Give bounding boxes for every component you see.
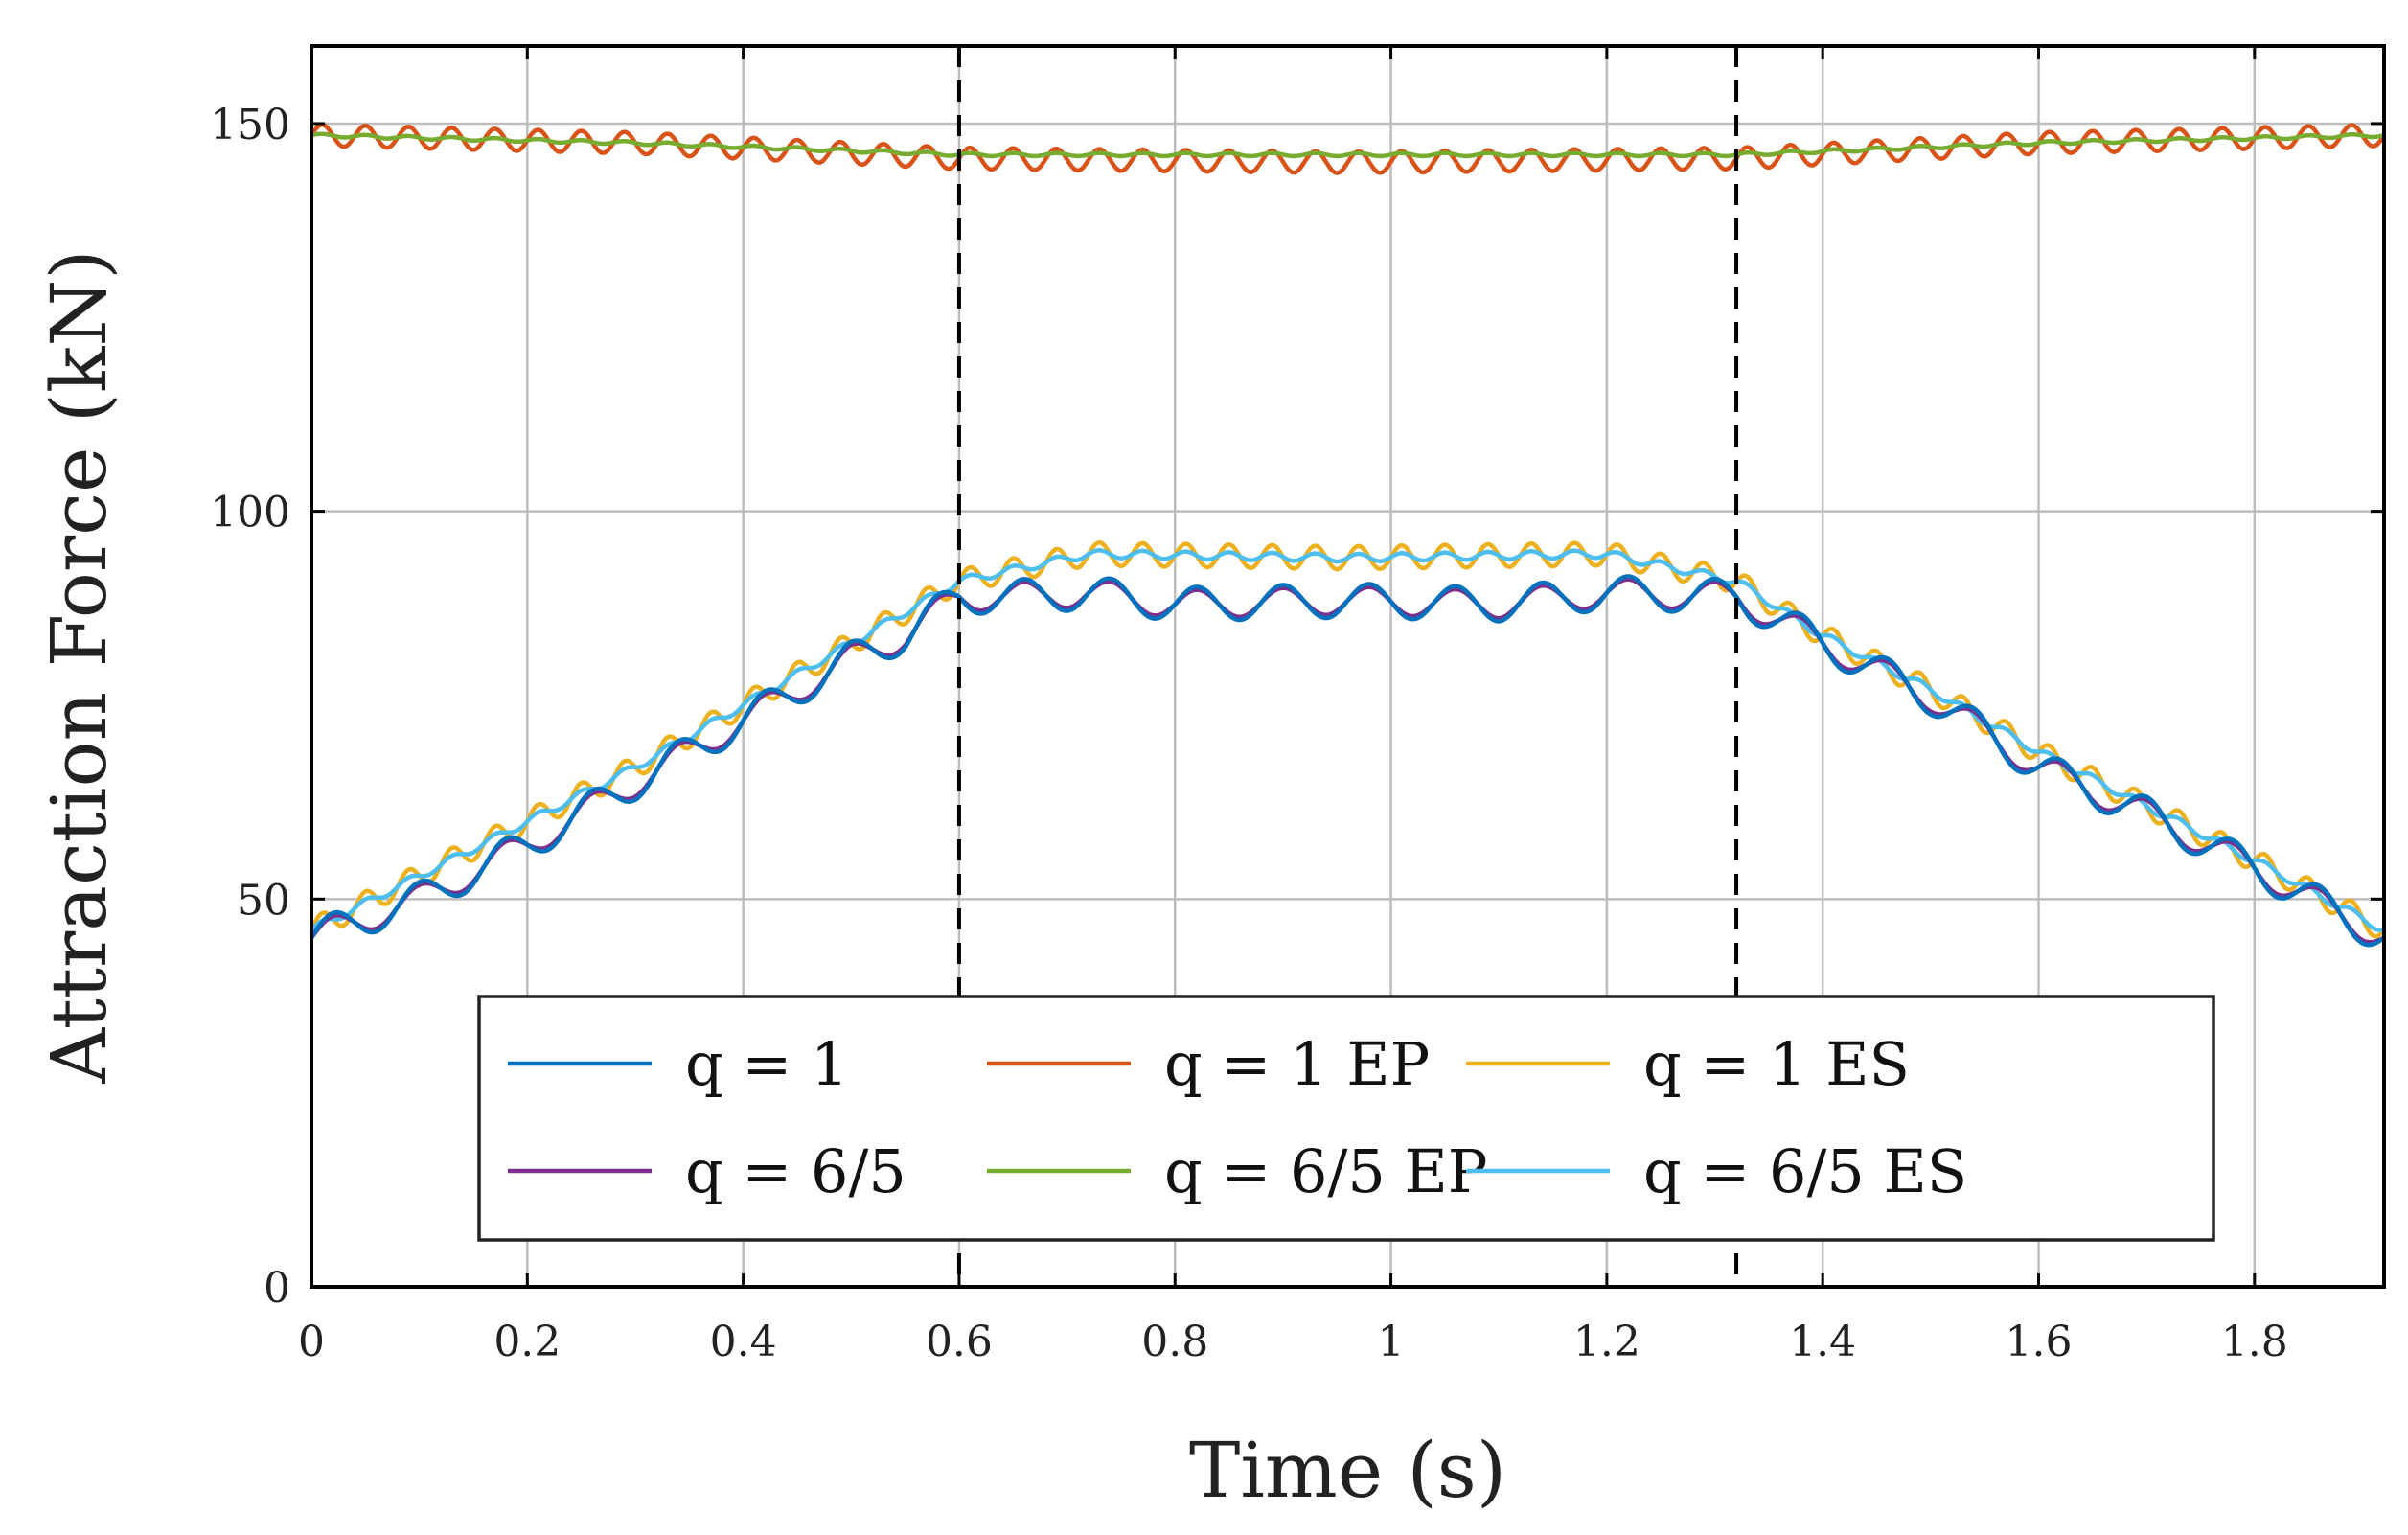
x-tick-label: 0.8 <box>1141 1317 1208 1366</box>
x-tick-label: 0.4 <box>710 1317 777 1366</box>
x-tick-label: 0 <box>298 1317 325 1366</box>
axis-ticks: 0 0.2 0.4 0.6 0.8 1 1.2 1.4 1.6 1.8 0 50 100 150 <box>210 46 2384 1366</box>
x-tick-label: 1.2 <box>1573 1317 1640 1366</box>
legend-label: q = 6/5 EP <box>1164 1136 1488 1206</box>
x-tick-label: 1.4 <box>1789 1317 1856 1366</box>
y-tick-label: 50 <box>237 876 290 925</box>
series-line <box>310 548 2384 932</box>
x-tick-label: 0.6 <box>926 1317 993 1366</box>
x-tick-label: 0.2 <box>493 1317 561 1366</box>
legend-box <box>477 995 2215 1242</box>
legend-label: q = 6/5 <box>685 1136 906 1206</box>
x-tick-label: 1.6 <box>2006 1317 2073 1366</box>
x-axis-title: Time (s) <box>1189 1426 1506 1515</box>
x-tick-label: 1.8 <box>2221 1317 2288 1366</box>
series-line <box>310 574 2386 948</box>
plot-frame <box>310 44 2386 1289</box>
y-axis-title: Attraction Force (kN) <box>34 249 124 1084</box>
series-line <box>310 122 2386 175</box>
x-tick-label: 1 <box>1378 1317 1405 1366</box>
series-line <box>310 131 2385 159</box>
legend-label: q = 1 ES <box>1643 1029 1910 1099</box>
legend-label: q = 6/5 ES <box>1643 1136 1967 1206</box>
legend: q = 1 q = 1 EP q = 1 ES q = 6/5 q = 6/5 EP q … <box>477 995 2215 1242</box>
legend-label: q = 1 <box>685 1029 849 1099</box>
y-tick-label: 0 <box>264 1264 290 1313</box>
series-group <box>309 122 2386 948</box>
legend-label: q = 1 EP <box>1164 1029 1430 1099</box>
y-tick-label: 100 <box>210 489 290 538</box>
y-tick-label: 150 <box>210 101 290 149</box>
